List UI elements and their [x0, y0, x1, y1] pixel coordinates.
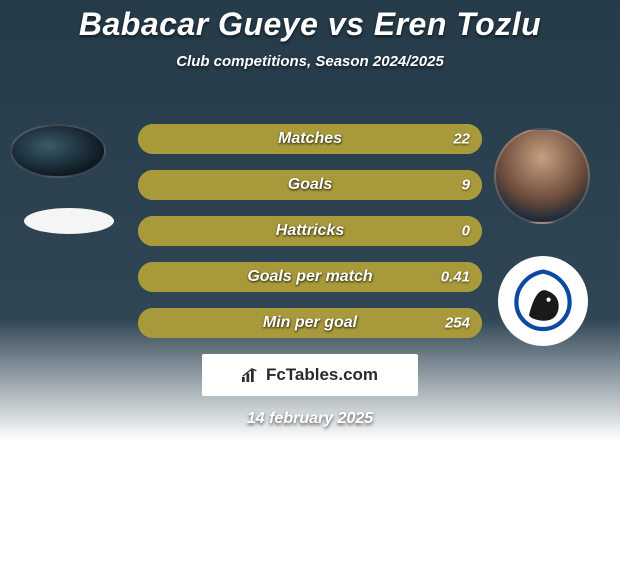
stat-bar: Min per goal 254: [138, 308, 482, 338]
stat-label: Matches: [278, 130, 342, 148]
stat-label: Hattricks: [276, 222, 344, 240]
subtitle: Club competitions, Season 2024/2025: [0, 53, 620, 70]
stats-bars: Matches 22 Goals 9 Hattricks 0 Goals per match…: [138, 124, 482, 354]
stat-label: Goals per match: [247, 268, 372, 286]
page-title: Babacar Gueye vs Eren Tozlu: [0, 0, 620, 43]
stat-value-right: 9: [462, 177, 470, 194]
player2-club-logo: [498, 256, 588, 346]
stat-value-right: 0.41: [441, 269, 470, 286]
chart-icon: [242, 368, 260, 382]
stat-label: Min per goal: [263, 314, 357, 332]
player2-photo: [494, 128, 590, 224]
stat-label: Goals: [288, 176, 332, 194]
branding-badge: FcTables.com: [202, 354, 418, 396]
stat-bar: Goals 9: [138, 170, 482, 200]
stat-value-right: 22: [453, 131, 470, 148]
player1-club-logo: [24, 208, 114, 234]
stat-bar: Goals per match 0.41: [138, 262, 482, 292]
date-label: 14 february 2025: [247, 410, 373, 428]
branding-text: FcTables.com: [266, 365, 378, 385]
player1-photo: [10, 124, 106, 178]
stat-bar: Hattricks 0: [138, 216, 482, 246]
stat-value-right: 254: [445, 315, 470, 332]
stat-value-right: 0: [462, 223, 470, 240]
stat-bar: Matches 22: [138, 124, 482, 154]
